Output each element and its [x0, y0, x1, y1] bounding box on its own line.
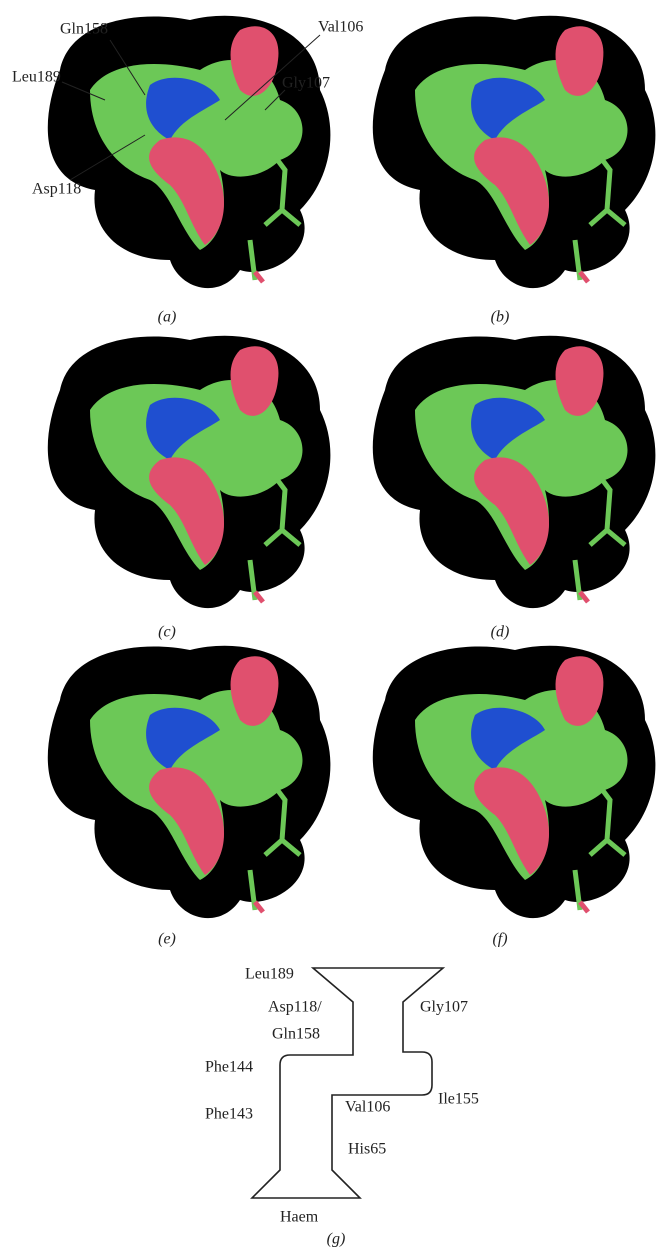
residue-label: Phe144 [205, 1059, 253, 1076]
surface-b [373, 16, 656, 288]
residue-label: Asp118 [32, 181, 81, 198]
residue-label: Haem [280, 1209, 319, 1226]
figure: Gln158 Val106 Leu189 Gly107 Asp118 (a) (… [0, 0, 669, 1252]
panel-label: (b) [491, 309, 510, 326]
residue-label: Gln158 [60, 21, 108, 38]
residue-label: Gly107 [420, 999, 468, 1016]
panel-label: (g) [327, 1231, 346, 1248]
residue-label: Leu189 [245, 966, 294, 983]
residue-label: Ile155 [438, 1091, 479, 1108]
residue-label: Gln158 [272, 1026, 320, 1043]
panel-label: (a) [158, 309, 177, 326]
residue-label: Val106 [345, 1099, 390, 1116]
surface-c [48, 336, 331, 608]
surface-e [48, 646, 331, 918]
residue-label: His65 [348, 1141, 386, 1158]
panel-label: (d) [491, 624, 510, 641]
residue-label: Val106 [318, 19, 363, 36]
panel-label: (c) [158, 624, 176, 641]
surface-a [48, 16, 331, 288]
residue-label: Gly107 [282, 75, 330, 92]
residue-label: Asp118/ [268, 999, 322, 1016]
surface-d [373, 336, 656, 608]
panel-label: (f) [492, 931, 507, 948]
panel-label: (e) [158, 931, 176, 948]
residue-label: Phe143 [205, 1106, 253, 1123]
residue-label: Leu189 [12, 69, 61, 86]
surface-f [373, 646, 656, 918]
